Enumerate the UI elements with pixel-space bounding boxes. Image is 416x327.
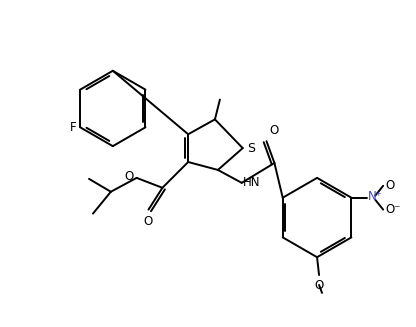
Text: O: O (270, 124, 279, 137)
Text: O: O (143, 215, 152, 228)
Text: N⁺: N⁺ (368, 190, 383, 203)
Text: F: F (69, 121, 76, 134)
Text: O: O (314, 279, 324, 292)
Text: S: S (247, 142, 255, 155)
Text: O: O (124, 170, 134, 183)
Text: O: O (385, 179, 394, 192)
Text: O⁻: O⁻ (385, 203, 401, 216)
Text: HN: HN (243, 176, 260, 189)
